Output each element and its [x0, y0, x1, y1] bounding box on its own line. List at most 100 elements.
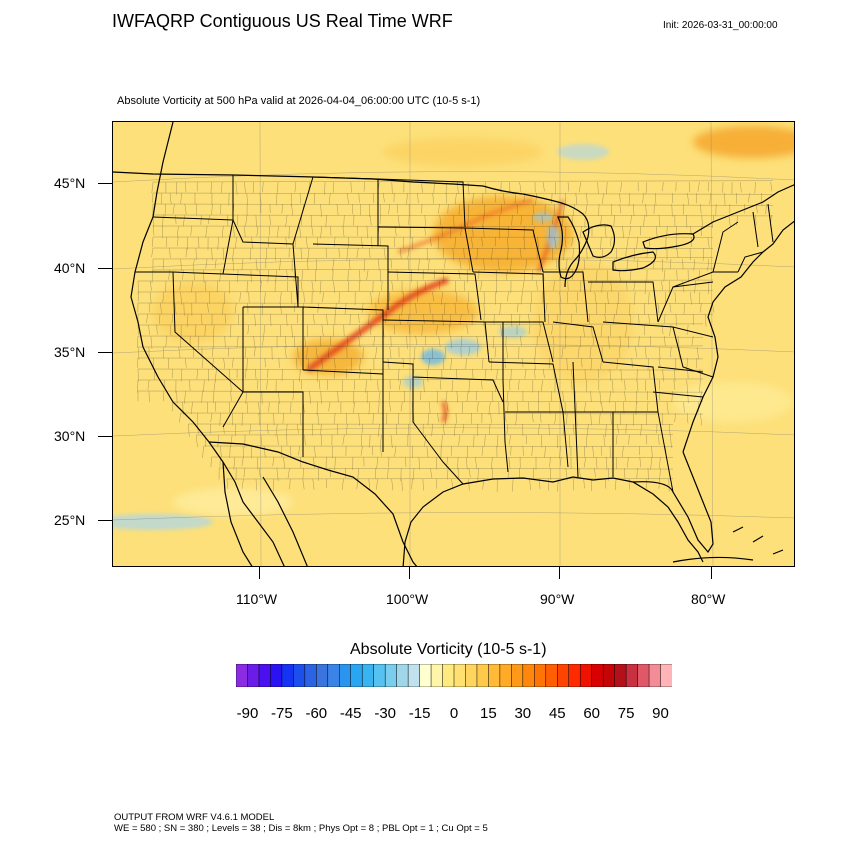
county-line	[628, 434, 630, 445]
county-line	[285, 335, 287, 348]
county-line	[552, 214, 554, 225]
county-line	[508, 456, 511, 469]
county-line	[541, 434, 543, 448]
county-line	[586, 423, 589, 436]
lon-label: 110°W	[236, 591, 278, 607]
init-time-label: Init: 2026-03-31_00:00:00	[663, 20, 778, 31]
county-line	[179, 280, 181, 291]
county-line	[182, 269, 184, 280]
county-line	[375, 346, 377, 359]
county-line	[224, 291, 226, 304]
county-line	[376, 478, 378, 490]
county-line	[612, 379, 614, 393]
county-line	[477, 423, 479, 437]
county-line	[311, 280, 314, 293]
county-line	[359, 269, 361, 282]
county-line	[563, 203, 565, 216]
county-line	[564, 324, 567, 339]
county-line	[643, 214, 645, 227]
county-line	[347, 192, 349, 204]
county-line	[234, 302, 237, 314]
county-line	[541, 214, 543, 225]
lon-label: 80°W	[691, 591, 726, 607]
county-line	[694, 280, 696, 294]
county-line	[523, 225, 525, 239]
county-line	[349, 258, 351, 270]
county-line	[177, 236, 179, 247]
county-line	[137, 379, 139, 393]
county-line	[599, 258, 601, 269]
county-line	[245, 214, 248, 227]
county-line	[360, 445, 363, 456]
county-line	[561, 346, 564, 358]
county-line	[598, 412, 601, 425]
county-line	[169, 324, 172, 336]
county-line	[494, 346, 496, 358]
county-line	[538, 423, 540, 435]
county-line	[671, 203, 673, 217]
county-line	[361, 236, 363, 249]
county-line	[624, 379, 626, 391]
colorbar-swatch	[304, 664, 317, 687]
county-line	[451, 379, 454, 392]
county-line	[636, 236, 638, 249]
county-line	[244, 181, 246, 193]
county-line	[361, 423, 364, 434]
county-line	[216, 280, 218, 293]
county-line	[191, 401, 193, 415]
county-line	[467, 181, 470, 195]
county-line	[287, 467, 290, 479]
county-line	[137, 335, 139, 348]
colorbar-tick-label: -75	[271, 705, 293, 722]
county-line	[605, 302, 606, 314]
county-line	[267, 423, 269, 434]
county-line	[372, 445, 374, 456]
footer-config-line: WE = 580 ; SN = 380 ; Levels = 38 ; Dis …	[114, 823, 488, 834]
county-line	[600, 445, 603, 456]
county-line	[137, 279, 714, 282]
county-line	[701, 214, 703, 228]
county-line	[407, 258, 410, 271]
colorbar-swatch	[339, 664, 352, 687]
county-line	[255, 214, 257, 227]
county-line	[215, 368, 217, 382]
county-line	[468, 478, 470, 491]
county-line	[472, 192, 474, 204]
county-line	[426, 368, 429, 382]
county-line	[137, 368, 704, 371]
county-line	[761, 192, 763, 206]
county-line	[583, 258, 585, 270]
county-line	[539, 324, 541, 337]
county-line	[619, 203, 621, 214]
colorbar-tick-label: 15	[480, 705, 497, 722]
county-line	[484, 434, 486, 446]
county-line	[682, 258, 684, 270]
county-line	[590, 357, 593, 371]
county-line	[380, 445, 382, 457]
county-line	[213, 379, 216, 391]
county-line	[507, 236, 509, 248]
colorbar-swatch	[522, 664, 535, 687]
county-line	[604, 313, 607, 324]
county-line	[592, 445, 594, 458]
county-line	[232, 258, 234, 272]
county-line	[137, 346, 140, 360]
colorbar	[236, 664, 672, 687]
county-line	[192, 258, 195, 271]
county-line	[349, 313, 351, 326]
colorbar-swatch	[614, 664, 627, 687]
county-line	[288, 225, 290, 239]
county-line	[172, 203, 175, 215]
county-line	[184, 181, 187, 193]
county-line	[562, 423, 565, 437]
county-line	[137, 313, 714, 315]
county-line	[645, 346, 647, 359]
county-line	[171, 401, 174, 412]
county-line	[468, 258, 470, 271]
county-line	[184, 390, 186, 404]
county-line	[765, 203, 767, 215]
county-line	[294, 236, 297, 248]
county-line	[213, 390, 215, 403]
county-line	[447, 203, 449, 214]
county-line	[687, 390, 689, 404]
